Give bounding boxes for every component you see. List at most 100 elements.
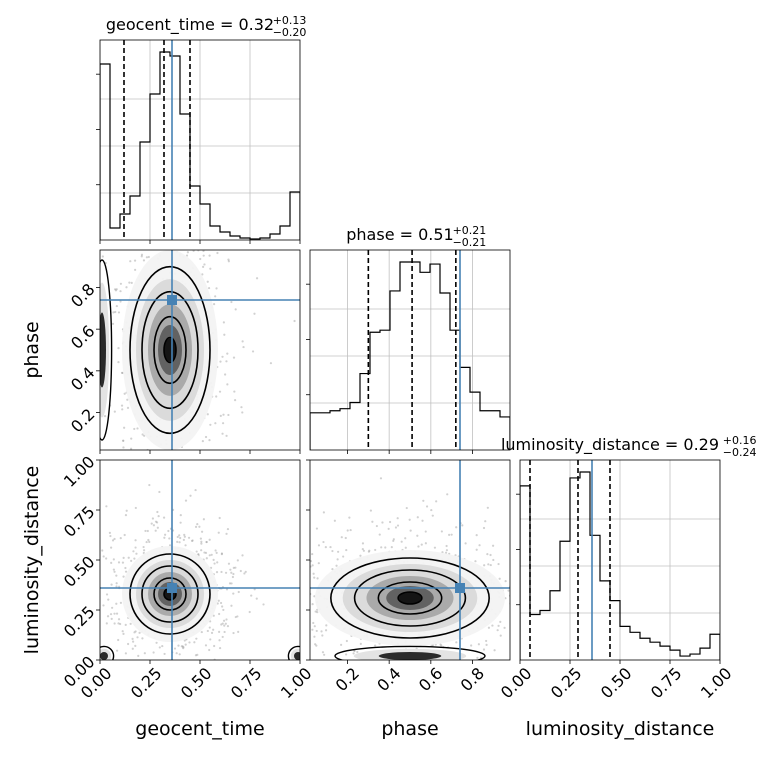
x-tick-label-phase: 0.6 bbox=[415, 664, 446, 695]
scatter-point bbox=[134, 539, 137, 542]
scatter-point bbox=[159, 168, 161, 170]
scatter-point bbox=[200, 549, 203, 552]
scatter-point bbox=[129, 457, 131, 459]
scatter-point bbox=[122, 446, 125, 449]
scatter-point bbox=[215, 551, 218, 555]
scatter-point bbox=[102, 604, 105, 607]
scatter-point bbox=[455, 526, 458, 529]
scatter-point bbox=[148, 493, 150, 495]
scatter-point bbox=[322, 511, 325, 514]
x-tick-label-geocent-time: 1.00 bbox=[277, 664, 316, 703]
scatter-point bbox=[151, 165, 153, 167]
scatter-point bbox=[324, 629, 328, 632]
scatter-point bbox=[115, 612, 119, 615]
title-sub: −0.24 bbox=[723, 446, 757, 459]
scatter-point bbox=[109, 462, 111, 464]
scatter-point bbox=[367, 550, 370, 553]
scatter-point bbox=[379, 477, 383, 480]
scatter-point bbox=[140, 671, 142, 673]
x-tick-label-geocent-time: 0.25 bbox=[127, 664, 166, 703]
scatter-point bbox=[262, 603, 265, 606]
y-axis-label-luminosity-distance: luminosity_distance bbox=[21, 466, 43, 655]
scatter-point bbox=[110, 546, 113, 549]
scatter-point bbox=[217, 630, 221, 633]
scatter-point bbox=[336, 558, 339, 561]
scatter-point bbox=[312, 621, 315, 625]
scatter-point bbox=[133, 631, 136, 634]
scatter-point bbox=[557, 572, 559, 574]
hist-step-geocent-time bbox=[100, 51, 300, 240]
scatter-point bbox=[113, 570, 116, 573]
scatter-point bbox=[195, 637, 198, 640]
scatter-point bbox=[212, 456, 214, 458]
scatter-point bbox=[202, 250, 205, 252]
scatter-point bbox=[113, 288, 117, 291]
scatter-point bbox=[101, 255, 104, 258]
scatter-point bbox=[239, 569, 242, 573]
scatter-point bbox=[137, 654, 140, 657]
scatter-point bbox=[431, 644, 435, 647]
scatter-point bbox=[103, 415, 107, 418]
scatter-point bbox=[155, 505, 157, 507]
scatter-point bbox=[388, 520, 392, 524]
scatter-point bbox=[202, 518, 205, 521]
scatter-point bbox=[228, 670, 230, 672]
contour-line-1 bbox=[353, 569, 467, 627]
y-tick-label-phase: 0.8 bbox=[67, 280, 98, 311]
scatter-point bbox=[337, 550, 340, 553]
scatter-point bbox=[115, 288, 118, 291]
scatter-point bbox=[193, 461, 195, 463]
scatter-point bbox=[353, 649, 356, 653]
scatter-point bbox=[378, 533, 381, 536]
scatter-point bbox=[218, 390, 222, 393]
scatter-point bbox=[160, 509, 162, 511]
scatter-point bbox=[117, 674, 119, 676]
scatter-point bbox=[114, 289, 118, 292]
scatter-point bbox=[194, 654, 198, 657]
scatter-point bbox=[234, 566, 237, 569]
scatter-point bbox=[214, 295, 217, 298]
scatter-point bbox=[117, 638, 120, 642]
scatter-point bbox=[206, 661, 208, 663]
scatter-point bbox=[182, 647, 185, 650]
scatter-point bbox=[181, 463, 183, 465]
scatter-point bbox=[504, 580, 507, 583]
scatter-point bbox=[183, 533, 186, 536]
scatter-point bbox=[137, 663, 139, 665]
scatter-point bbox=[392, 539, 395, 543]
scatter-point bbox=[202, 254, 205, 257]
scatter-point bbox=[486, 506, 489, 509]
scatter-point bbox=[433, 546, 437, 549]
scatter-point bbox=[217, 531, 220, 534]
scatter-point bbox=[164, 533, 167, 536]
scatter-point bbox=[140, 200, 142, 202]
scatter-point bbox=[394, 526, 398, 529]
scatter-point bbox=[545, 622, 547, 624]
scatter-point bbox=[145, 228, 147, 230]
scatter-point bbox=[225, 360, 228, 363]
scatter-point bbox=[380, 546, 383, 549]
scatter-point bbox=[230, 571, 233, 574]
scatter-point bbox=[162, 516, 166, 519]
scatter-point bbox=[552, 607, 554, 609]
scatter-point bbox=[117, 622, 120, 625]
scatter-point bbox=[233, 390, 236, 393]
hist-panel-phase: phase = 0.51+0.21−0.21 bbox=[306, 224, 511, 454]
scatter-point bbox=[206, 629, 209, 633]
scatter-point bbox=[230, 582, 233, 585]
scatter-point bbox=[352, 652, 355, 655]
scatter-point bbox=[269, 362, 273, 365]
scatter-point bbox=[227, 258, 230, 261]
scatter-point bbox=[448, 533, 451, 536]
scatter-point bbox=[143, 470, 145, 472]
panel-title-geocent-time: geocent_time = 0.32 bbox=[106, 15, 274, 35]
scatter-point bbox=[446, 493, 449, 496]
scatter-point bbox=[230, 604, 233, 607]
scatter-point bbox=[205, 557, 208, 560]
scatter-point bbox=[482, 648, 486, 651]
scatter-point bbox=[422, 499, 425, 502]
scatter-point bbox=[215, 571, 219, 574]
y-tick-label-luminosity-distance: 1.00 bbox=[60, 452, 99, 491]
scatter-point bbox=[271, 613, 273, 615]
